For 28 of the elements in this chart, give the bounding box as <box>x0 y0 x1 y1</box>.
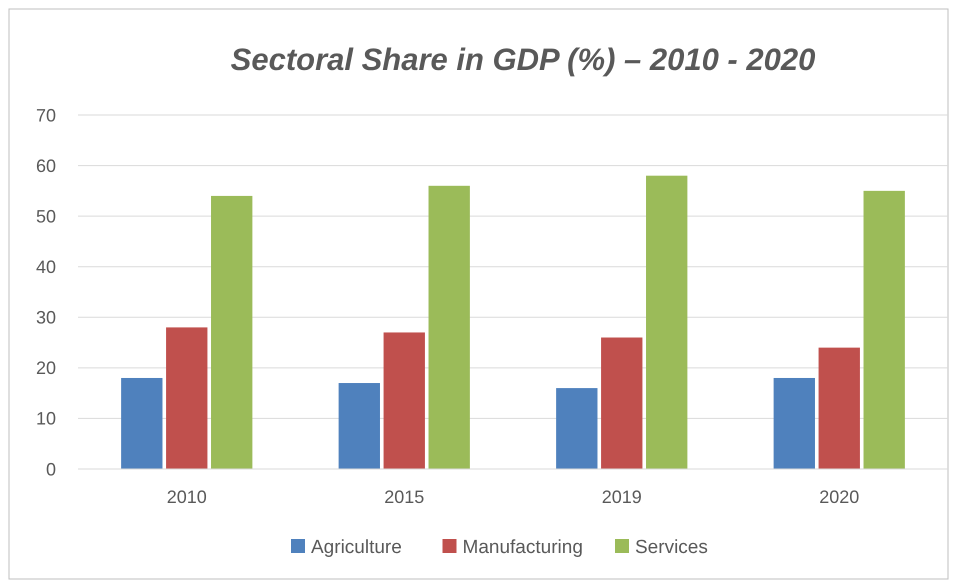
bar <box>774 378 815 469</box>
bar <box>556 388 598 469</box>
bar <box>121 378 162 469</box>
x-tick-label: 2010 <box>166 487 207 507</box>
legend-label: Agriculture <box>311 537 402 558</box>
bar <box>864 190 905 469</box>
bar <box>818 348 860 469</box>
y-tick-label: 60 <box>36 156 56 176</box>
bar <box>601 338 642 469</box>
x-tick-label: 2015 <box>384 487 424 507</box>
y-tick-label: 40 <box>36 257 56 278</box>
y-tick-label: 0 <box>46 459 56 480</box>
y-tick-label: 10 <box>36 408 56 429</box>
x-tick-label: 2020 <box>819 487 860 507</box>
y-tick-label: 50 <box>36 206 56 226</box>
bar <box>428 186 470 469</box>
y-tick-label: 70 <box>36 105 56 126</box>
chart-title: Sectoral Share in GDP (%) – 2010 - 2020 <box>230 42 816 77</box>
legend-label: Manufacturing <box>462 537 583 558</box>
legend-label: Services <box>635 537 708 558</box>
y-tick-label: 30 <box>36 308 56 328</box>
bar <box>384 332 425 469</box>
bar <box>646 176 688 469</box>
y-tick-label: 20 <box>36 358 56 378</box>
x-tick-label: 2019 <box>602 487 642 507</box>
bar <box>338 383 380 469</box>
bar <box>166 327 208 469</box>
bar <box>211 196 252 469</box>
